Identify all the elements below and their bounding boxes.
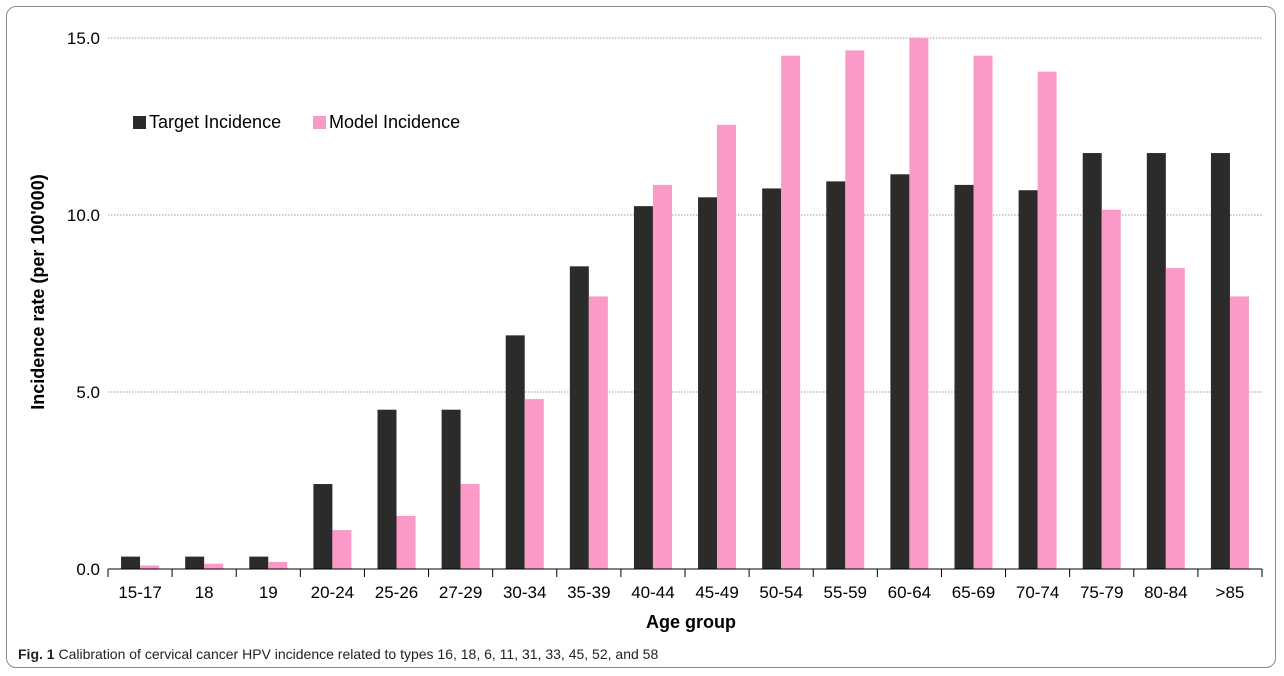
bar-target <box>185 556 205 569</box>
y-tick-label: 15.0 <box>67 29 100 48</box>
bar-target <box>890 174 910 570</box>
bar-target <box>1018 190 1038 569</box>
bar-model <box>204 563 224 569</box>
legend-swatch <box>133 116 146 129</box>
x-tick-label: 18 <box>195 583 214 602</box>
y-tick-labels: 0.0 5.0 10.0 15.0 <box>67 29 100 579</box>
x-tick-label: >85 <box>1216 583 1245 602</box>
x-tick-label: 20-24 <box>311 583 354 602</box>
bar-target <box>121 556 141 569</box>
x-tick-label: 55-59 <box>824 583 867 602</box>
x-tick-label: 75-79 <box>1080 583 1123 602</box>
bar-target <box>762 188 782 569</box>
gridlines <box>108 37 1262 393</box>
bar-model <box>396 515 416 569</box>
bar-target <box>569 266 589 569</box>
y-tick-label: 5.0 <box>76 383 100 402</box>
x-tick-label: 70-74 <box>1016 583 1059 602</box>
legend-label: Model Incidence <box>329 112 460 132</box>
bar-target <box>826 181 846 569</box>
bar-model <box>460 484 480 569</box>
x-axis-title: Age group <box>646 612 736 632</box>
y-axis-title: Incidence rate (per 100'000) <box>28 174 48 409</box>
bar-model <box>1101 209 1121 569</box>
x-tick-label: 50-54 <box>759 583 802 602</box>
bar-target <box>698 197 718 570</box>
figure-caption-text: Calibration of cervical cancer HPV incid… <box>58 646 659 662</box>
legend-label: Target Incidence <box>149 112 281 132</box>
bar-model <box>1037 71 1057 569</box>
bar-model <box>973 55 993 569</box>
bar-target <box>441 409 461 569</box>
y-tick-label: 10.0 <box>67 206 100 225</box>
bars <box>121 38 1249 570</box>
y-tick-label: 0.0 <box>76 560 100 579</box>
bar-model <box>140 565 160 569</box>
figure-label: Fig. 1 <box>18 646 55 662</box>
bar-target <box>313 484 333 569</box>
bar-target <box>954 184 974 569</box>
bar-model <box>1229 296 1249 569</box>
x-tick-label: 60-64 <box>888 583 931 602</box>
bar-target <box>1146 153 1166 570</box>
bar-model <box>524 399 544 569</box>
bar-target <box>633 206 653 569</box>
bar-model <box>332 530 352 569</box>
x-tick-label: 15-17 <box>118 583 161 602</box>
bar-model <box>268 561 288 569</box>
x-tick-label: 35-39 <box>567 583 610 602</box>
legend: Target Incidence Model Incidence <box>133 112 460 132</box>
bar-target <box>505 335 525 569</box>
x-tick-label: 40-44 <box>631 583 674 602</box>
x-axis <box>107 568 1263 577</box>
figure-caption: Fig. 1 Calibration of cervical cancer HP… <box>18 646 658 662</box>
x-tick-label: 19 <box>259 583 278 602</box>
x-tick-label: 65-69 <box>952 583 995 602</box>
bar-model <box>652 184 672 569</box>
bar-target <box>249 556 269 569</box>
x-tick-labels: 15-17 18 19 20-24 25-26 27-29 30-34 35-39 40-44 4… <box>118 583 1244 602</box>
bar-model <box>1165 268 1185 569</box>
x-tick-label: 27-29 <box>439 583 482 602</box>
bar-model <box>781 55 801 569</box>
x-tick-label: 45-49 <box>695 583 738 602</box>
bar-model <box>909 38 929 569</box>
bar-target <box>377 409 397 569</box>
x-tick-label: 80-84 <box>1144 583 1187 602</box>
bar-model <box>845 50 865 569</box>
bar-target <box>1210 153 1230 570</box>
x-tick-label: 25-26 <box>375 583 418 602</box>
bar-model <box>588 296 608 569</box>
bar-model <box>717 124 737 569</box>
x-tick-label: 30-34 <box>503 583 546 602</box>
legend-swatch <box>313 116 326 129</box>
bar-target <box>1082 153 1102 570</box>
